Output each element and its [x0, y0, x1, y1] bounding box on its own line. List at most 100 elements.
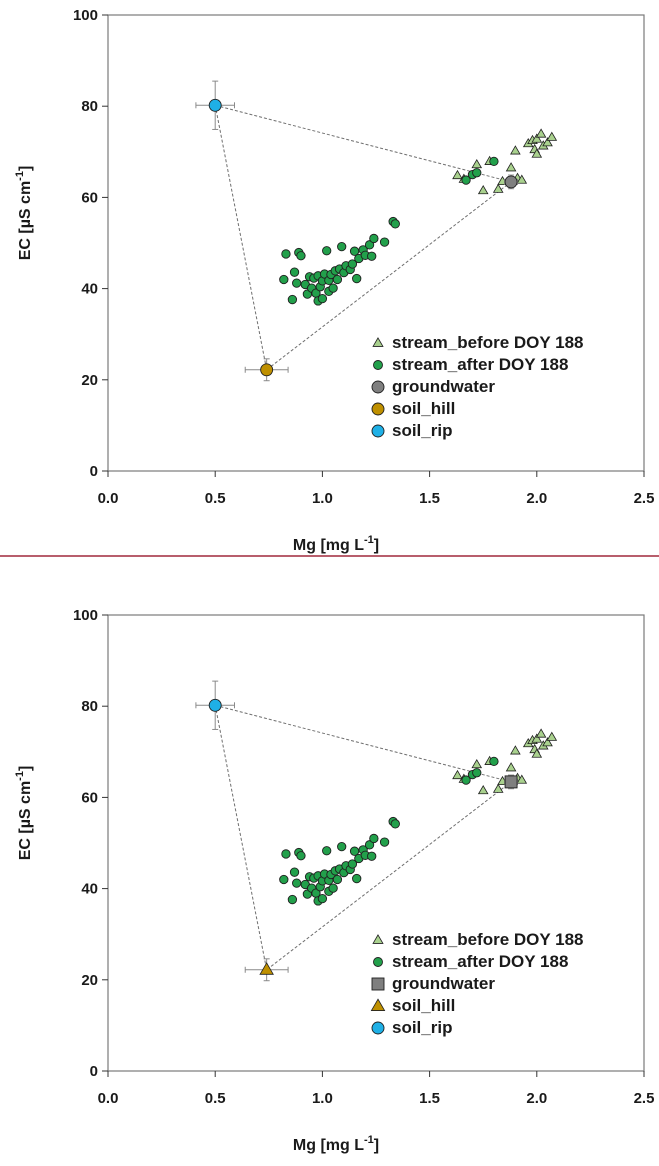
point-stream-before-doy-188 — [542, 137, 553, 147]
point-stream-after-doy-188 — [328, 283, 338, 293]
legend-label: stream_before DOY 188 — [392, 930, 584, 949]
point-stream-after-doy-188 — [292, 878, 302, 888]
y-tick-label: 20 — [81, 972, 98, 989]
x-axis-label: Mg [mg L-1] — [293, 534, 379, 554]
point-stream-after-doy-188 — [472, 768, 482, 778]
x-tick-label: 1.5 — [419, 490, 440, 507]
legend-label: soil_rip — [392, 421, 452, 440]
point-stream-before-doy-188 — [531, 748, 543, 758]
x-tick-label: 1.5 — [419, 1090, 440, 1107]
x-tick-label: 0.0 — [98, 1090, 119, 1107]
point-stream-before-doy-188 — [546, 731, 558, 741]
mixing-triangle — [214, 104, 513, 371]
legend-label: stream_after DOY 188 — [392, 952, 568, 971]
point-stream-after-doy-188 — [322, 246, 332, 256]
legend-label: groundwater — [392, 377, 495, 396]
point-stream-before-doy-188 — [531, 133, 543, 143]
point-stream-before-doy-188 — [471, 758, 483, 769]
point-stream-after-doy-188 — [347, 259, 358, 269]
legend-marker — [371, 977, 385, 991]
y-tick-label: 100 — [73, 7, 98, 24]
legend-marker — [371, 1021, 385, 1035]
point-stream-after-doy-188 — [287, 894, 298, 905]
legend-marker — [371, 402, 385, 416]
point-stream-before-doy-188 — [477, 184, 489, 195]
point-stream-before-doy-188 — [505, 762, 517, 772]
x-tick-label: 2.5 — [634, 1090, 655, 1107]
point-stream-before-doy-188 — [471, 158, 483, 169]
y-axis-label: EC [µS cm-1] — [14, 766, 34, 861]
point-stream-after-doy-188 — [347, 859, 358, 869]
y-tick-label: 0 — [90, 463, 98, 480]
point-soil-hill — [259, 962, 274, 975]
point-stream-after-doy-188 — [296, 851, 306, 861]
point-stream-after-doy-188 — [489, 756, 499, 767]
y-tick-label: 40 — [81, 881, 98, 898]
y-tick-label: 60 — [81, 789, 98, 806]
point-stream-before-doy-188 — [516, 174, 528, 184]
point-stream-before-doy-188 — [531, 148, 543, 158]
point-stream-before-doy-188 — [452, 169, 463, 180]
legend-marker — [373, 957, 383, 967]
point-stream-after-doy-188 — [369, 833, 379, 844]
point-stream-after-doy-188 — [332, 874, 343, 885]
point-stream-after-doy-188 — [379, 837, 390, 847]
y-axis-label: EC [µS cm-1] — [14, 166, 34, 261]
point-stream-after-doy-188 — [281, 849, 291, 859]
x-tick-label: 1.0 — [312, 490, 333, 507]
plot-area — [107, 614, 645, 1072]
point-stream-after-doy-188 — [369, 233, 379, 244]
point-groundwater — [504, 775, 518, 789]
point-stream-before-doy-188 — [477, 784, 489, 795]
y-tick-label: 40 — [81, 281, 98, 298]
point-soil-rip — [208, 698, 222, 712]
legend-marker — [371, 380, 385, 394]
chart-panel-1: 0.0 0.5 1.0 1.5 2.0 2.5 0 20 40 60 80 100 Mg [mg L-1… — [14, 7, 654, 554]
point-stream-after-doy-188 — [292, 278, 302, 288]
point-stream-after-doy-188 — [279, 274, 289, 285]
x-tick-label: 1.0 — [312, 1090, 333, 1107]
point-stream-after-doy-188 — [364, 240, 375, 250]
x-tick-label: 2.0 — [526, 490, 547, 507]
point-stream-before-doy-188 — [531, 733, 543, 743]
point-stream-after-doy-188 — [287, 294, 298, 305]
point-groundwater — [504, 175, 518, 189]
point-stream-before-doy-188 — [516, 774, 528, 784]
point-soil-hill — [260, 363, 274, 377]
legend-marker — [373, 360, 383, 370]
mixing-triangle — [214, 704, 513, 971]
x-tick-label: 2.5 — [634, 490, 655, 507]
point-stream-after-doy-188 — [472, 168, 482, 178]
point-stream-after-doy-188 — [367, 251, 377, 261]
y-tick-label: 80 — [81, 698, 98, 715]
y-tick-label: 0 — [90, 1063, 98, 1080]
point-stream-before-doy-188 — [492, 183, 504, 193]
legend-label: stream_after DOY 188 — [392, 355, 568, 374]
legend-label: soil_rip — [392, 1018, 452, 1037]
point-stream-after-doy-188 — [367, 851, 377, 861]
legend-label: soil_hill — [392, 399, 455, 418]
legend-label: stream_before DOY 188 — [392, 333, 584, 352]
x-axis-label: Mg [mg L-1] — [293, 1134, 379, 1154]
y-tick-label: 60 — [81, 189, 98, 206]
chart-panel-2: 0.0 0.5 1.0 1.5 2.0 2.5 0 20 40 60 80 100 Mg [mg L-1… — [14, 607, 654, 1154]
point-stream-after-doy-188 — [317, 893, 328, 904]
point-stream-after-doy-188 — [328, 883, 338, 893]
legend-marker — [370, 998, 386, 1011]
point-stream-after-doy-188 — [337, 841, 347, 852]
point-stream-before-doy-188 — [546, 131, 558, 141]
point-stream-after-doy-188 — [352, 873, 362, 884]
point-stream-before-doy-188 — [510, 745, 521, 755]
point-stream-after-doy-188 — [279, 874, 289, 885]
point-stream-after-doy-188 — [322, 846, 332, 856]
point-stream-after-doy-188 — [281, 249, 291, 259]
point-stream-before-doy-188 — [510, 145, 521, 155]
legend-label: groundwater — [392, 974, 495, 993]
point-stream-after-doy-188 — [332, 274, 343, 285]
point-stream-after-doy-188 — [461, 175, 471, 185]
y-tick-label: 80 — [81, 98, 98, 115]
point-stream-before-doy-188 — [535, 728, 547, 738]
point-stream-after-doy-188 — [489, 156, 499, 167]
legend-marker — [372, 337, 384, 347]
